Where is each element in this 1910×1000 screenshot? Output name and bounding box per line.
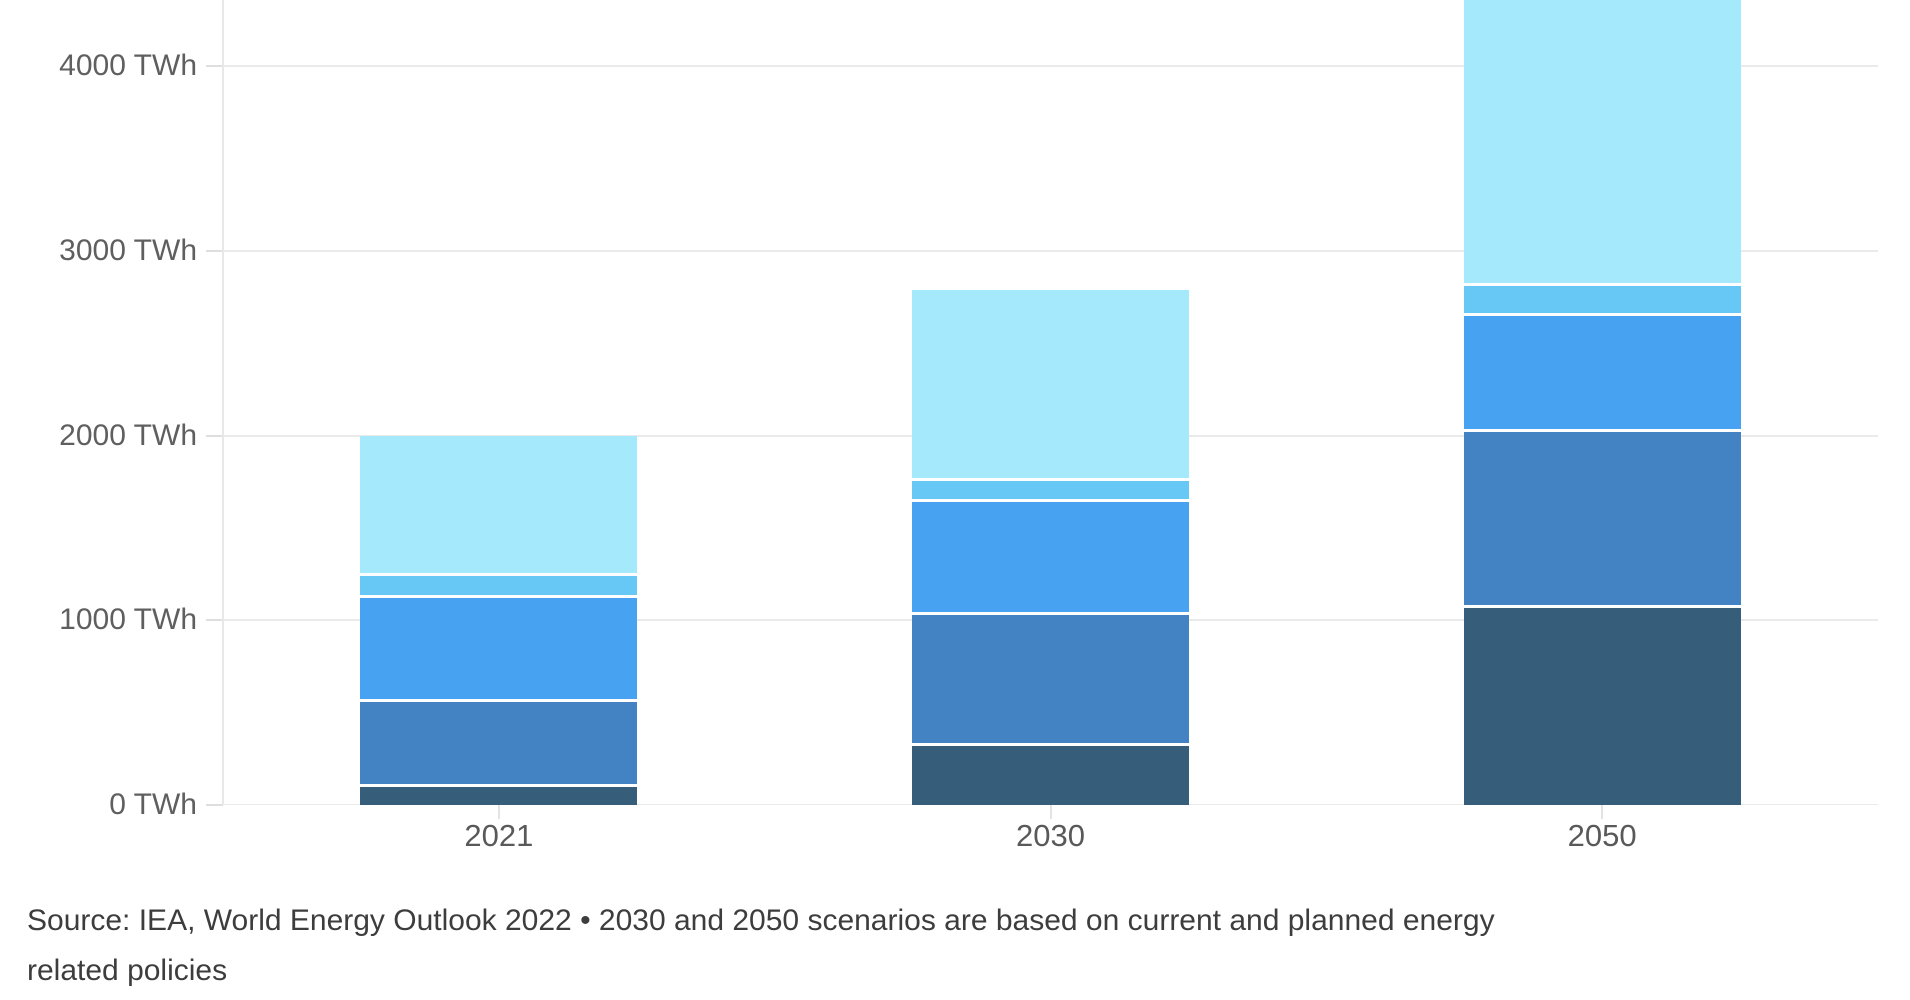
bar-2050-segment-bright-blue [1463, 312, 1741, 430]
y-axis-tick-1000 [206, 619, 223, 622]
segment-separator [1463, 283, 1741, 287]
y-tick-label-2000: 2000 TWh [59, 418, 197, 452]
segment-separator [912, 499, 1189, 503]
bar-2030-segment-pale-cyan-top [912, 289, 1189, 478]
plot-area [223, 0, 1878, 805]
bar-2050 [1463, 0, 1741, 805]
bar-2030-segment-dark-slate-blue-bottom [912, 743, 1189, 805]
bar-2050-segment-sky-blue-thin [1463, 283, 1741, 313]
x-tick-label-2050: 2050 [1567, 818, 1637, 853]
x-tick-label-2030: 2030 [1016, 818, 1085, 853]
bar-2050-segment-steel-blue [1463, 429, 1741, 605]
segment-separator [1463, 429, 1741, 433]
y-tick-label-0: 0 TWh [109, 788, 197, 821]
bar-2030-segment-bright-blue [912, 499, 1189, 612]
segment-separator [360, 698, 638, 702]
source-note: Source: IEA, World Energy Outlook 2022 •… [27, 896, 1867, 996]
y-tick-label-1000: 1000 TWh [59, 603, 197, 637]
y-axis-tick-0 [206, 804, 223, 806]
bar-2021 [360, 435, 638, 805]
x-axis-tick-2030 [1049, 805, 1052, 819]
gridline-3000 [223, 249, 1878, 252]
segment-separator [360, 573, 638, 577]
bar-2050-segment-pale-cyan-top [1463, 0, 1741, 284]
segment-separator [360, 783, 638, 787]
y-axis-tick-4000 [206, 65, 223, 67]
segment-separator [912, 743, 1189, 747]
x-tick-label-2021: 2021 [464, 818, 534, 853]
bar-2021-segment-sky-blue-thin [360, 573, 638, 596]
bar-2021-segment-pale-cyan-top [360, 435, 638, 574]
bar-2030-segment-steel-blue [912, 611, 1189, 744]
bar-2021-segment-steel-blue [360, 698, 638, 784]
segment-separator [912, 478, 1189, 481]
bar-2030 [912, 289, 1189, 805]
source-line-1: Source: IEA, World Energy Outlook 2022 •… [27, 904, 1495, 937]
bar-2021-segment-bright-blue [360, 595, 638, 699]
segment-separator [360, 595, 638, 599]
y-axis-tick-3000 [206, 249, 223, 252]
segment-separator [1463, 604, 1741, 608]
bar-2030-segment-sky-blue-thin [912, 478, 1189, 500]
segment-separator [1463, 312, 1741, 316]
bar-2050-segment-dark-slate-blue-bottom [1463, 604, 1741, 805]
segment-separator [912, 611, 1189, 615]
y-tick-label-3000: 3000 TWh [59, 233, 197, 267]
gridline-4000 [223, 65, 1878, 67]
x-axis-tick-2050 [1601, 805, 1604, 819]
y-tick-label-4000: 4000 TWh [59, 49, 197, 82]
source-line-2: related policies [27, 954, 228, 987]
bar-2021-segment-dark-slate-blue-bottom [360, 783, 638, 805]
y-axis-line [222, 0, 224, 805]
y-axis-tick-2000 [206, 434, 223, 437]
x-axis-tick-2021 [497, 805, 500, 819]
